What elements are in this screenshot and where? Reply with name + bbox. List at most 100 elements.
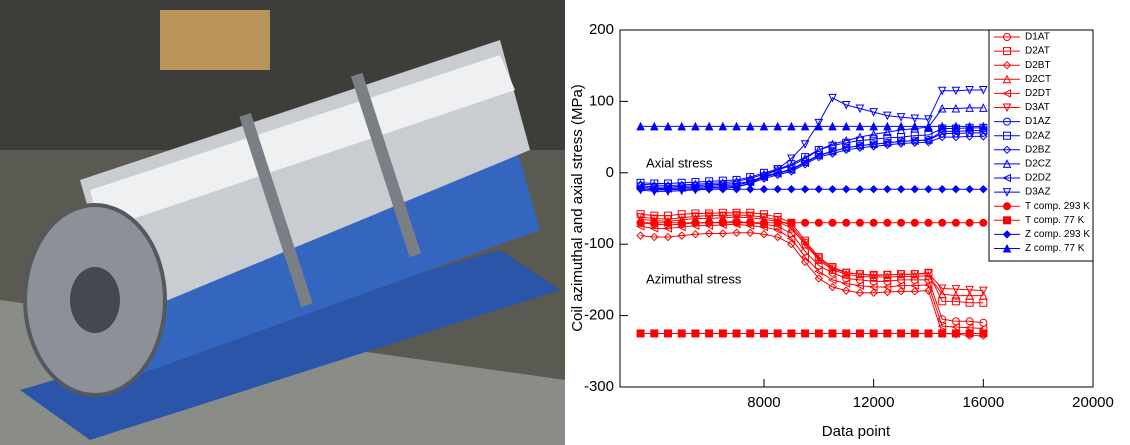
point <box>884 186 891 193</box>
point <box>870 219 877 226</box>
legend-label: D3AT <box>1025 102 1050 113</box>
point <box>980 219 987 226</box>
series-line <box>641 108 984 186</box>
point <box>829 330 836 337</box>
x-tick-label: 16000 <box>962 394 1004 411</box>
y-tick-label: 200 <box>589 21 614 38</box>
point <box>911 186 918 193</box>
point <box>898 186 905 193</box>
legend-label: D3AZ <box>1025 187 1051 198</box>
annotation: Azimuthal stress <box>646 271 742 286</box>
legend-marker <box>1004 203 1011 210</box>
point <box>870 330 877 337</box>
x-axis-label: Data point <box>822 423 891 440</box>
y-tick-label: 0 <box>606 164 614 181</box>
point <box>829 186 836 193</box>
point <box>815 186 822 193</box>
y-axis-label: Coil azimuthal and axial stress (MPa) <box>569 84 586 332</box>
point <box>829 219 836 226</box>
legend-label: D1AZ <box>1025 116 1051 127</box>
photo-end-hub <box>70 267 120 333</box>
point <box>815 330 822 337</box>
point <box>884 330 891 337</box>
point <box>760 219 767 226</box>
point <box>664 219 671 226</box>
legend-label: D2DZ <box>1025 173 1051 184</box>
point <box>651 219 658 226</box>
point <box>966 186 973 193</box>
legend-label: T comp. 77 K <box>1025 215 1085 226</box>
point <box>733 219 740 226</box>
point <box>911 330 918 337</box>
legend-label: D2CT <box>1025 74 1051 85</box>
page: Data point Coil azimuthal and axial stre… <box>0 0 1130 445</box>
photo <box>0 0 565 445</box>
point <box>952 186 959 193</box>
point <box>692 330 699 337</box>
point <box>898 330 905 337</box>
point <box>747 330 754 337</box>
point <box>856 186 863 193</box>
point <box>856 330 863 337</box>
point <box>733 330 740 337</box>
point <box>939 330 946 337</box>
point <box>898 219 905 226</box>
x-tick-label: 20000 <box>1072 394 1114 411</box>
point <box>678 330 685 337</box>
point <box>980 186 987 193</box>
point <box>870 186 877 193</box>
legend-label: D1AT <box>1025 32 1050 43</box>
point <box>802 219 809 226</box>
legend-label: D2DT <box>1025 88 1051 99</box>
point <box>774 186 781 193</box>
point <box>911 219 918 226</box>
photo-boxes <box>160 10 270 70</box>
point <box>856 219 863 226</box>
point <box>925 219 932 226</box>
point <box>966 219 973 226</box>
legend-label: T comp. 293 K <box>1025 201 1090 212</box>
point <box>815 219 822 226</box>
point <box>952 330 959 337</box>
point <box>760 186 767 193</box>
point <box>843 330 850 337</box>
legend-marker <box>1004 217 1011 224</box>
point <box>747 186 754 193</box>
point <box>651 330 658 337</box>
point <box>802 330 809 337</box>
point <box>925 330 932 337</box>
point <box>706 219 713 226</box>
point <box>664 330 671 337</box>
point <box>637 330 644 337</box>
point <box>843 219 850 226</box>
point <box>637 219 644 226</box>
legend-label: D2CZ <box>1025 159 1051 170</box>
point <box>939 219 946 226</box>
y-tick-label: -300 <box>584 378 614 395</box>
legend-label: D2AZ <box>1025 130 1051 141</box>
point <box>925 186 932 193</box>
legend-label: D2BT <box>1025 60 1051 71</box>
point <box>747 219 754 226</box>
point <box>692 219 699 226</box>
point <box>706 330 713 337</box>
point <box>966 330 973 337</box>
point <box>719 330 726 337</box>
figure: Data point Coil azimuthal and axial stre… <box>0 0 1130 445</box>
legend-label: Z comp. 293 K <box>1025 229 1090 240</box>
point <box>788 219 795 226</box>
point <box>939 186 946 193</box>
point <box>760 330 767 337</box>
y-tick-label: -200 <box>584 307 614 324</box>
point <box>788 330 795 337</box>
point <box>952 219 959 226</box>
y-tick-label: -100 <box>584 235 614 252</box>
point <box>678 219 685 226</box>
x-tick-label: 8000 <box>747 394 780 411</box>
annotation: Axial stress <box>646 156 713 171</box>
x-tick-label: 12000 <box>853 394 895 411</box>
legend-label: Z comp. 77 K <box>1025 243 1085 254</box>
legend-label: D2AT <box>1025 46 1050 57</box>
point <box>774 219 781 226</box>
legend-label: D2BZ <box>1025 144 1051 155</box>
